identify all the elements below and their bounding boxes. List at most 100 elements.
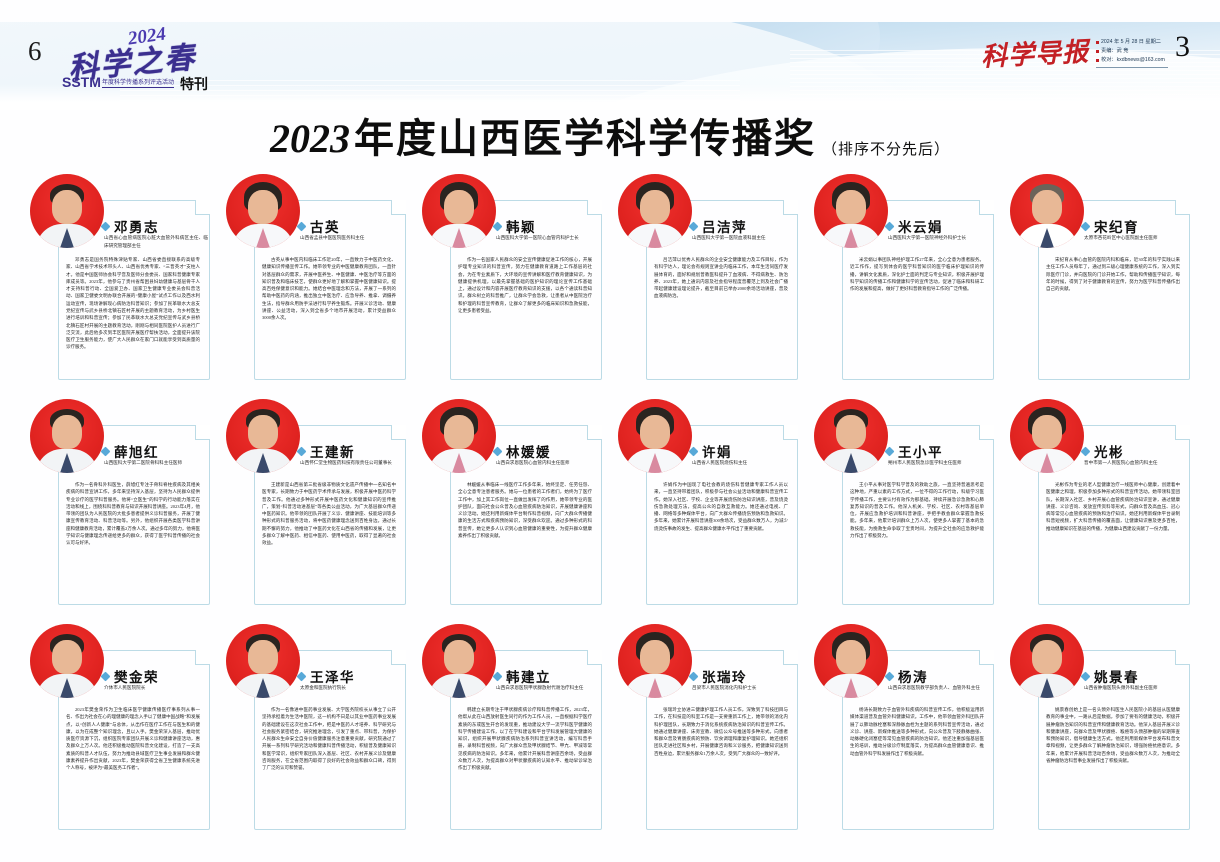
avatar (814, 174, 888, 248)
avatar (30, 624, 104, 698)
awardee-card[interactable]: 薛旭红 山西医科大学第二医院骨科科主任医师作为一名骨科外科医生，薛旭红专注于骨科脊… (22, 397, 218, 622)
awardee-name-row: 张瑞玲 (688, 666, 802, 686)
page-title: 2023 年度山西医学科学传播奖 (270, 106, 816, 164)
awardee-bio: 王小平从事对医学科学普及的救助之旅，一直坚持普遍思考是这种地，严重以素的工作方式… (850, 482, 984, 538)
title-note: （排序不分先后） (821, 142, 950, 158)
awardee-bio: 作为一名骨科外科医生，薛旭红专注于骨科脊柱疾病及其相关疾病的科普宣讲工作，多年来… (66, 482, 200, 546)
awardee-affiliation: 朔州市人民医院急诊医学科主任医师 (888, 460, 962, 465)
awardee-affiliation: 山西医科大学第一医院血液科副主任 (692, 235, 766, 240)
awardee-name: 古英 (310, 220, 340, 235)
avatar (814, 624, 888, 698)
awardee-affiliation: 吕梁市人民医院消化内科护士长 (692, 685, 757, 690)
awardee-name-row: 许娟 (688, 441, 802, 461)
logo-sstm-subtitle: 年度科学传播系列评选活动 (102, 77, 175, 88)
awardee-name-row: 邓勇志 (100, 216, 214, 236)
card-frame (646, 425, 798, 605)
awardee-bio: 光彬作为专业的老人型健康治疗一线医师中心健康，创建着中医健康之和理，积极参加多种… (1046, 482, 1180, 531)
awardee-affiliation: 山西白求恩医院教学部负责人、血管外科主任 (888, 685, 980, 690)
awardee-bio: 宋纪育从事心血管的医院内科和临床，近30年的科学实践以来主任工作人员每年了，通过… (1046, 257, 1180, 292)
awardee-card[interactable]: 光彬 晋中市第一人民医院心血管内科主任光彬作为专业的老人型健康治疗一线医师中心健康… (1002, 397, 1198, 622)
awardee-name-row: 薛旭红 (100, 441, 214, 461)
page-number-left: 6 (28, 36, 42, 66)
avatar (1010, 174, 1084, 248)
awardee-affiliation: 山西白求恩医院甲状腺放射代谢治疗科主任 (496, 685, 584, 690)
title-year: 2023 (269, 116, 350, 161)
avatar (422, 174, 496, 248)
awardee-card[interactable]: 吕洁萍 山西医科大学第一医院血液科副主任 吕洁萍以优秀人民群众的企业安全健康能力及工… (610, 172, 806, 397)
avatar (30, 399, 104, 473)
masthead-meta: 2024 年 5 月 28 日 星期二 责编：武 竞 校对：kxdbnews@1… (1096, 38, 1168, 69)
awardee-affiliation: 山西省人民医院烧伤科主任 (692, 460, 748, 465)
awardee-affiliation: 山西白求恩医院心血管内科主任医师 (496, 460, 570, 465)
awardee-card[interactable]: 米云娟 山西医科大学第一医院神经外科护士长 米云娟以事团队神经护理工作27年来，全心… (806, 172, 1002, 397)
diamond-bullet-icon (100, 446, 111, 456)
avatar-head (444, 190, 474, 224)
awardee-name-row: 韩颖 (492, 216, 606, 236)
diamond-bullet-icon (100, 671, 111, 681)
awardee-name: 王泽华 (310, 670, 355, 685)
awardee-bio: 米云娟以事团队神经护理工作27年来，全心全意为患者服务。近工作作，提写到体会的医… (850, 257, 984, 292)
avatar (422, 624, 496, 698)
awardee-affiliation: 晋中市第一人民医院心血管内科主任 (1084, 460, 1158, 465)
awardee-card[interactable]: 邓勇志 山西省心血管病医院心脏大血管外科病区主任、临床研究管理部主任 邓勇志是国务院… (22, 172, 218, 397)
awardee-card[interactable]: 韩建立 山西白求恩医院甲状腺放射代谢治疗科主任韩建立长期专注于甲状腺疾病诊疗和科普… (414, 622, 610, 847)
awardee-card[interactable]: 杨涛 山西白求恩医院教学部负责人、血管外科主任 杨涛长期致力于血管外科疾病的科普宣传… (806, 622, 1002, 847)
awardee-card[interactable]: 张瑞玲 吕梁市人民医院消化内科护士长 张瑞玲立协进三健康护理工作人员工作，深致到了科… (610, 622, 806, 847)
awardee-name-row: 姚景春 (1080, 666, 1194, 686)
masthead: 科学导报 2024 年 5 月 28 日 星期二 责编：武 竞 校对：kxdbn… (980, 30, 1190, 86)
awardee-card[interactable]: 王泽华 太原金和医院执行院长 作为一名像进中医药事业发展、大学医务院校长从事立了公开… (218, 622, 414, 847)
masthead-rule (1096, 67, 1168, 69)
awardee-card[interactable]: 樊金荣 介休市人民医院院长 2023年樊金荣作为卫生临床医学健康传播医疗事系列从事一… (22, 622, 218, 847)
awardee-affiliation: 介休市人民医院院长 (104, 685, 146, 690)
awardee-name: 韩颖 (506, 220, 536, 235)
page-title-area: 2023 年度山西医学科学传播奖 （排序不分先后） (0, 106, 1220, 164)
diamond-bullet-icon (492, 671, 503, 681)
awardee-affiliation: 山西怀仁堂生物医药科技有限责任公司董事长 (300, 460, 392, 465)
avatar-head (52, 190, 82, 224)
diamond-bullet-icon (492, 221, 503, 231)
awardee-card[interactable]: 王小平 朔州市人民医院急诊医学科主任医师王小平从事对医学科学普及的救助之旅，一直坚… (806, 397, 1002, 622)
awardee-card[interactable]: 林媛媛 山西白求恩医院心血管内科主任医师 林媛媛从事临床一线医疗工作多年来，始终坚定… (414, 397, 610, 622)
awardee-name-row: 宋纪育 (1080, 216, 1194, 236)
awardee-name: 光彬 (1094, 445, 1124, 460)
awardee-card[interactable]: 宋纪育 太原市杏花岭区中心医院副主任医师宋纪育从事心血管的医院内科和临床，近30年… (1002, 172, 1198, 397)
awardee-affiliation: 山西医科大学第二医院骨科科主任医师 (104, 460, 183, 465)
page-number-right: 3 (1175, 30, 1190, 63)
awardee-name: 韩建立 (506, 670, 551, 685)
awardee-bio: 姚景春创始上是一名头颈外科医生人民医院小的基层从医健康教育的事业中，一路从后是数… (1046, 707, 1180, 763)
awardee-bio: 韩建立长期专注于甲状腺疾病诊疗和科普传播工作，2023年，他帮从此在山西放射医生… (458, 707, 592, 771)
avatar (618, 399, 692, 473)
awardee-card[interactable]: 王建新 山西怀仁堂生物医药科技有限责任公司董事长 王建新是山西省第三批省级非物质文化… (218, 397, 414, 622)
awardee-name-row: 杨涛 (884, 666, 998, 686)
awardee-card[interactable]: 姚景春 山西省肿瘤医院头颈外科副主任医师姚景春创始上是一名头颈外科医生人民医院小的… (1002, 622, 1198, 847)
avatar (1010, 624, 1084, 698)
diamond-bullet-icon (492, 446, 503, 456)
awardee-affiliation: 山西医科大学第一医院心血管内科护士长 (496, 235, 579, 240)
avatar-head (444, 415, 474, 449)
awardee-name-row: 吕洁萍 (688, 216, 802, 236)
awardee-name: 王小平 (898, 445, 943, 460)
avatar (226, 624, 300, 698)
avatar (422, 399, 496, 473)
diamond-bullet-icon (688, 671, 699, 681)
awardee-card[interactable]: 许娟 山西省人民医院烧伤科主任许娟作为中国现了电社会教的烧伤科普健康专家工作人员以… (610, 397, 806, 622)
awardee-card[interactable]: 韩颖 山西医科大学第一医院心血管内科护士长 作为一名国家人民群众的安全宣传健康促进工… (414, 172, 610, 397)
awardee-name: 吕洁萍 (702, 220, 747, 235)
awardee-affiliation: 太原市杏花岭区中心医院副主任医师 (1084, 235, 1158, 240)
diamond-bullet-icon (884, 221, 895, 231)
awardee-card[interactable]: 古英 山西省孟县中医医院医务科主任 古英从事中医内科临床工作近20年，一直致力于中医… (218, 172, 414, 397)
avatar-head (1032, 190, 1062, 224)
awardee-name-row: 林媛媛 (492, 441, 606, 461)
awardee-affiliation: 山西省肿瘤医院头颈外科副主任医师 (1084, 685, 1158, 690)
awardee-name-row: 樊金荣 (100, 666, 214, 686)
awardee-bio: 邓勇志是国务院特殊津贴专家、山西省委直接联系的高级专家、山西省学术技术带头人、山… (66, 257, 200, 350)
avatar-head (52, 415, 82, 449)
masthead-proofreader: 校对：kxdbnews@163.com (1096, 56, 1168, 64)
awardee-name: 宋纪育 (1094, 220, 1139, 235)
awardee-name-row: 王小平 (884, 441, 998, 461)
avatar-head (836, 190, 866, 224)
avatar-head (248, 415, 278, 449)
awardee-bio: 古英从事中医内科临床工作近20年，一直致力于中医药文化、健康知识传播宣传工作。她… (262, 257, 396, 321)
awardee-bio: 许娟作为中国现了电社会教的烧伤科普健康专家工作人员以来，一直坚持带着团队，积极参… (654, 482, 788, 531)
awardee-name-row: 王建新 (296, 441, 410, 461)
